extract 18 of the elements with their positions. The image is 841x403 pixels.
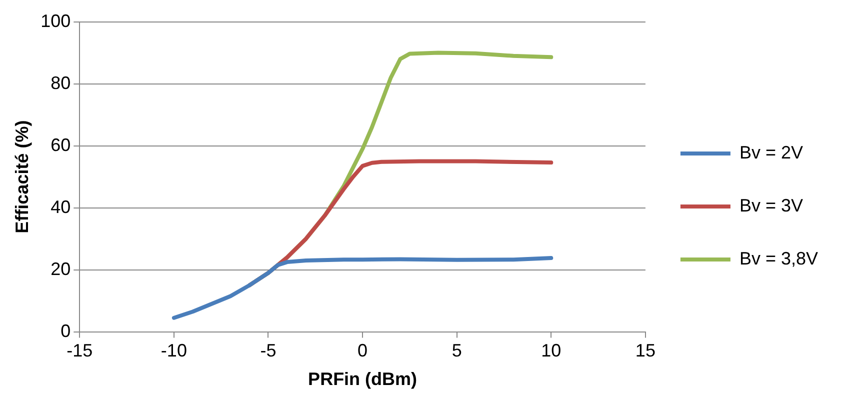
legend-label: Bv = 2V [739,142,803,162]
x-tick-label: 5 [452,340,462,361]
x-tick-label: -5 [260,340,276,361]
x-tick-label: 0 [358,340,368,361]
x-tick-label: -15 [66,340,93,361]
x-tick-label: 15 [635,340,656,361]
x-axis-title: PRFin (dBm) [308,369,418,390]
y-tick-label: 20 [50,258,71,279]
y-tick-label: 40 [50,196,71,217]
legend-label: Bv = 3V [739,195,803,216]
x-tick-label: 10 [541,340,562,361]
y-tick-label: 0 [60,320,71,341]
y-axis-title: Efficacité (%) [12,120,32,234]
x-tick-label: -10 [160,340,187,361]
y-tick-label: 60 [50,134,71,155]
legend-label: Bv = 3,8V [739,248,818,268]
y-tick-label: 80 [50,72,71,93]
y-tick-label: 100 [40,10,71,31]
